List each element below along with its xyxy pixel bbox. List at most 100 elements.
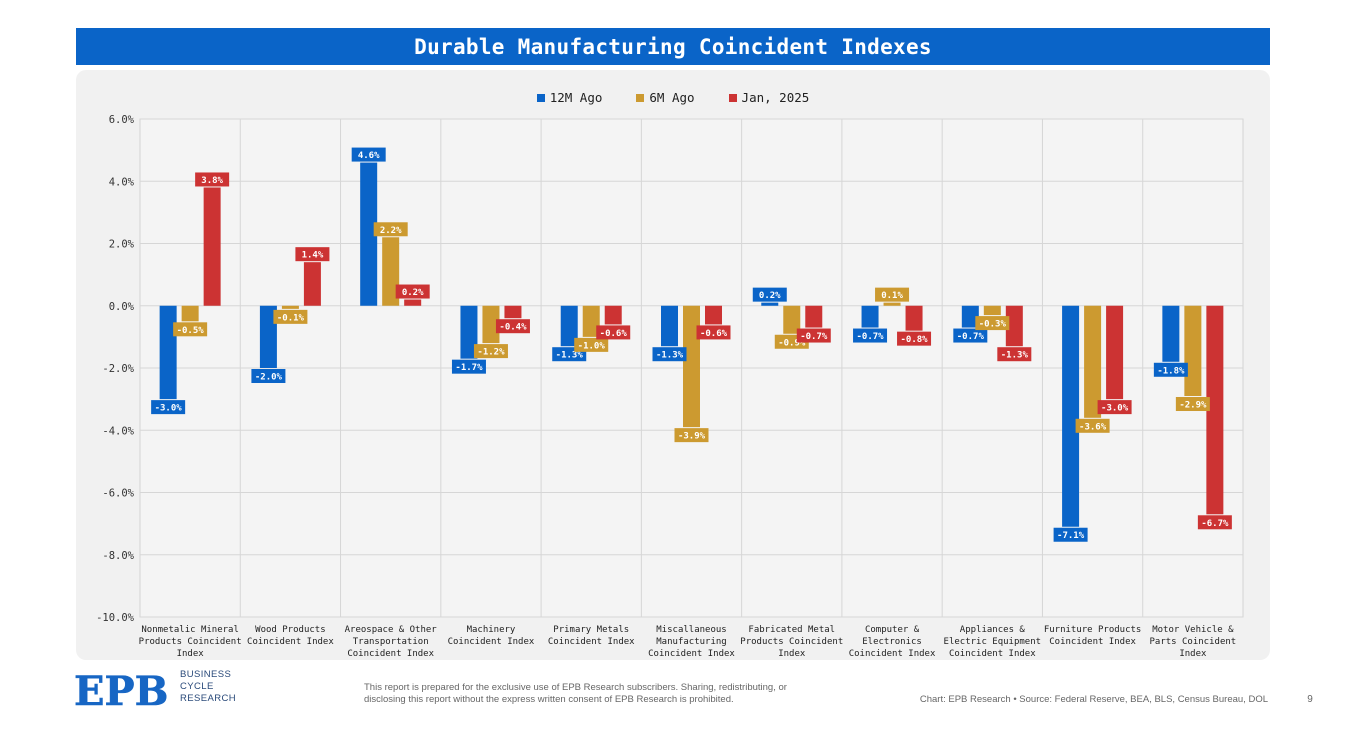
bar [159,305,177,400]
bar [861,305,879,328]
data-label: -3.9% [678,432,706,442]
data-label: -1.2% [477,348,505,358]
page-number: 9 [1307,694,1313,705]
data-label-box [696,325,731,340]
y-tick-label: 6.0% [109,114,135,126]
y-tick-label: 4.0% [109,176,135,188]
data-label: 3.8% [201,176,223,186]
data-label: -1.8% [1157,366,1185,376]
data-label-box [752,287,787,302]
data-label: -6.7% [1201,519,1229,529]
bar [1062,305,1080,527]
data-label: -0.4% [499,323,527,333]
data-label: -3.6% [1079,422,1107,432]
data-label-box [674,428,709,443]
disclaimer-line: This report is prepared for the exclusiv… [364,682,787,693]
bar [1206,305,1224,515]
x-tick-label: Appliances & Electric Equipment Coincident… [944,625,1042,659]
data-label-box [953,328,988,343]
bar [604,305,622,325]
data-label-box [151,400,186,415]
bar [905,305,923,331]
data-label: 2.2% [380,226,402,236]
bar [683,305,700,428]
data-label: 1.4% [302,251,324,261]
bar [460,305,478,359]
chart-panel: 12M Ago 6M Ago Jan, 2025 6.0% 4.0% 2.0% 0.0… [76,70,1270,660]
data-label-box [1097,400,1132,415]
bar [181,305,199,322]
data-label: -2.0% [255,373,283,383]
data-label-box [1197,515,1232,530]
bar [805,305,823,328]
logo-tagline-line: CYCLE [180,681,214,692]
bar [382,237,400,306]
bar [983,305,1001,316]
data-label-box [1153,362,1188,377]
data-label: -1.3% [556,351,584,361]
data-label: -0.8% [900,335,928,345]
data-label: -0.6% [700,329,728,339]
data-label-box [195,172,230,187]
legend-swatch-12m [536,93,545,102]
bar [661,305,678,347]
source-note: Chart: EPB Research • Source: Federal Re… [919,694,1268,705]
y-tick-label: 2.0% [109,239,135,251]
data-label-box [351,147,386,162]
data-label-box [997,347,1032,362]
data-label-box [1053,527,1088,542]
data-label: -1.0% [578,341,606,351]
bar [560,305,578,347]
y-tick-label: -8.0% [102,550,134,562]
bar [761,302,779,306]
x-tick-label: Machinery Coincident Index [448,625,535,647]
epb-logo: EPB [74,668,169,710]
data-label: -3.0% [1101,404,1129,414]
bar [1005,305,1023,347]
bar [281,305,299,309]
legend-label-jan: Jan, 2025 [741,90,810,105]
data-label-box [975,316,1010,331]
data-label: -0.7% [856,332,884,342]
bar [1184,305,1202,397]
data-label: -1.3% [1001,351,1029,361]
data-label-box [875,287,910,302]
bar [705,305,722,325]
logo-tagline-line: RESEARCH [180,693,236,704]
x-tick-label: Primary Metals Coincident Index [548,625,635,647]
data-label: -7.1% [1057,531,1085,541]
data-label-box [652,347,687,362]
bar [404,299,422,306]
data-label: -2.9% [1179,401,1207,411]
legend-swatch-jan [728,93,737,102]
x-tick-label: Furniture Products Coincident Index [1044,625,1142,647]
data-label-box [596,325,631,340]
disclaimer: This report is prepared for the exclusiv… [364,682,844,706]
logo-wordmark: EPB [74,668,168,710]
data-label: -3.0% [155,404,183,414]
chart-legend: 12M Ago 6M Ago Jan, 2025 [76,90,1270,105]
data-label: -0.7% [957,332,985,342]
data-label-box [853,328,888,343]
y-tick-label: -6.0% [102,488,134,500]
data-label: -0.7% [800,332,828,342]
data-label-box [473,344,508,359]
legend-item-12m[interactable]: 12M Ago [536,90,602,105]
x-tick-label: Computer & Electronics Coincident Index [849,625,936,659]
y-tick-label: -10.0% [96,612,135,624]
data-label: -0.5% [177,326,205,336]
data-label-box [796,328,831,343]
x-tick-label: Motor Vehicle & Parts Coincident Index [1150,625,1237,659]
data-label-box [295,247,330,262]
bar [883,302,901,306]
x-tick-label: Nonmetalic Mineral Products Coincident Ind… [139,625,242,659]
bar [259,305,277,368]
y-tick-label: 0.0% [109,301,135,313]
data-label-box [273,309,308,324]
bar [1162,305,1180,362]
bar-chart: 6.0% 4.0% 2.0% 0.0% -2.0% -4.0% -6.0% -8.0% -10.… [96,114,1244,659]
legend-item-6m[interactable]: 6M Ago [636,90,695,105]
data-label: 4.6% [358,151,380,161]
bar [961,305,979,328]
legend-item-jan[interactable]: Jan, 2025 [728,90,810,105]
